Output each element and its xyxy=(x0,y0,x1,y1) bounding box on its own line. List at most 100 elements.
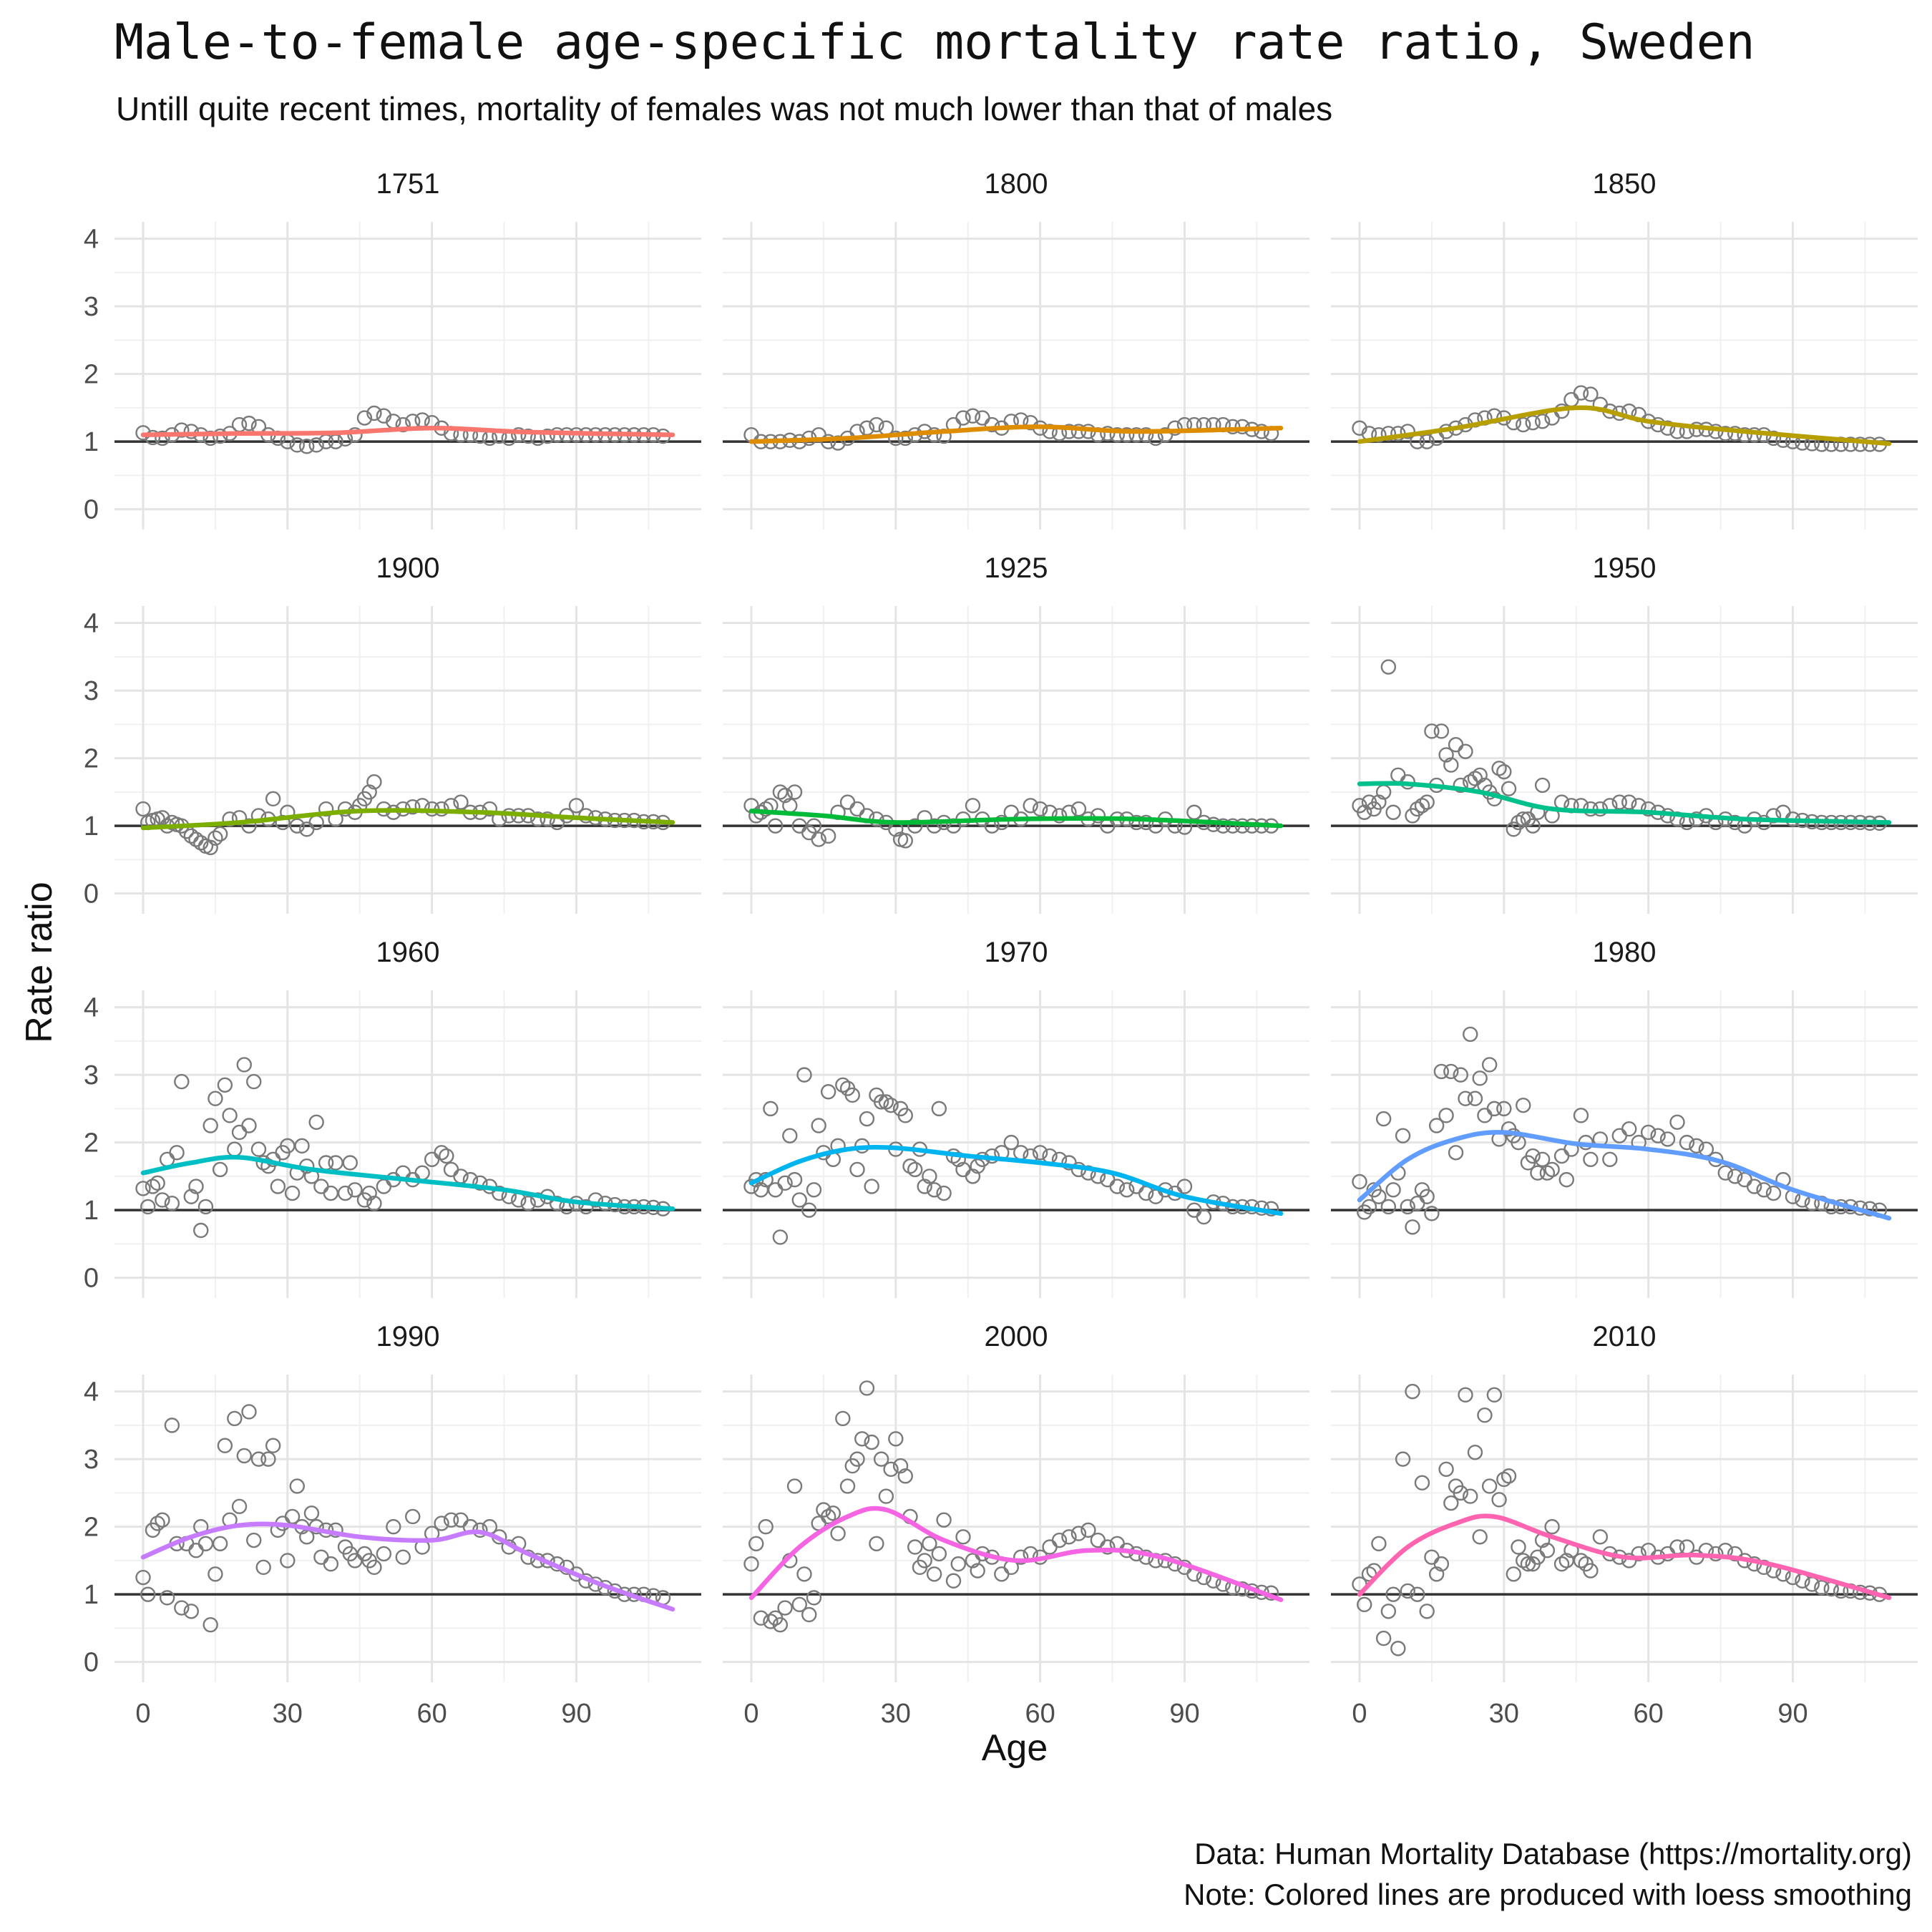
data-point xyxy=(1669,1114,1685,1130)
data-point xyxy=(907,1161,923,1178)
data-point xyxy=(1448,737,1464,753)
data-point xyxy=(1765,1185,1782,1201)
facet-panel-1950: 1950 xyxy=(1331,552,1918,914)
data-point xyxy=(472,1175,488,1191)
facet-strip-label: 1950 xyxy=(1593,552,1657,584)
facet-panel-1900: 1900 0 1 2 3 4 xyxy=(84,552,701,914)
data-point xyxy=(1534,414,1551,429)
loess-smooth-line xyxy=(140,425,675,437)
data-point xyxy=(434,1516,449,1531)
data-point xyxy=(1167,420,1183,436)
data-point xyxy=(1679,1134,1695,1151)
data-point xyxy=(1100,1539,1116,1555)
y-axis-title: Rate ratio xyxy=(19,882,60,1043)
data-point xyxy=(222,1108,238,1123)
data-point xyxy=(1621,1121,1637,1137)
data-point xyxy=(1472,767,1488,783)
facet-panel-1970: 1970 xyxy=(723,937,1309,1298)
data-point xyxy=(1371,794,1387,810)
facet-strip-label: 1990 xyxy=(376,1321,440,1352)
data-point xyxy=(275,814,291,831)
data-point xyxy=(443,1161,459,1178)
data-point xyxy=(1689,811,1704,827)
data-point xyxy=(313,1179,329,1194)
y-tick-label: 1 xyxy=(84,1196,99,1226)
data-point xyxy=(1433,1556,1450,1572)
data-point xyxy=(188,831,204,847)
data-point xyxy=(1443,757,1459,773)
data-point xyxy=(835,1410,851,1427)
y-tick-label: 3 xyxy=(84,292,99,322)
facet-panel-1980: 1980 xyxy=(1331,937,1918,1298)
data-point xyxy=(965,798,981,814)
data-point xyxy=(926,1182,942,1198)
data-point xyxy=(1395,1451,1411,1467)
data-point xyxy=(265,791,281,807)
data-point xyxy=(376,1179,392,1194)
data-point xyxy=(241,1404,257,1420)
data-point xyxy=(1737,1171,1752,1188)
data-point xyxy=(1109,1179,1125,1194)
data-point xyxy=(241,818,257,834)
data-point xyxy=(361,1185,377,1201)
data-point xyxy=(1380,426,1397,441)
data-point xyxy=(945,1573,962,1589)
data-point xyxy=(323,1185,339,1201)
facet-panel-1990: 1990 0 1 2 3 4 0 30 60 90 xyxy=(84,1321,701,1729)
data-point xyxy=(395,1549,411,1565)
data-point xyxy=(265,1438,281,1453)
data-point xyxy=(1361,1199,1377,1215)
x-tick-label: 30 xyxy=(273,1699,303,1729)
data-point xyxy=(1405,1219,1420,1235)
data-point xyxy=(777,1600,793,1616)
data-point xyxy=(1472,1070,1488,1086)
y-tick-label: 2 xyxy=(84,360,99,390)
facet-panel-1925: 1925 xyxy=(723,552,1309,914)
data-point xyxy=(1525,818,1541,834)
data-point xyxy=(897,833,913,849)
data-point xyxy=(897,1108,913,1123)
data-point xyxy=(174,1073,190,1090)
data-point xyxy=(1583,1151,1599,1167)
data-point xyxy=(1491,761,1507,776)
data-point xyxy=(188,1543,204,1558)
data-point xyxy=(1090,1532,1106,1548)
data-point xyxy=(849,801,865,817)
data-point xyxy=(1756,1182,1772,1198)
data-point xyxy=(786,1478,803,1494)
data-point xyxy=(878,1488,894,1504)
data-point xyxy=(1496,1101,1512,1117)
data-point xyxy=(1424,723,1440,739)
y-tick-label: 3 xyxy=(84,1060,99,1091)
data-point xyxy=(1433,723,1450,739)
x-tick-label: 30 xyxy=(881,1699,911,1729)
data-point xyxy=(140,1199,156,1215)
data-point xyxy=(786,1171,803,1188)
data-point xyxy=(414,412,430,428)
data-point xyxy=(1458,1387,1473,1403)
data-point xyxy=(782,1128,798,1143)
data-point xyxy=(1611,1128,1627,1143)
data-point xyxy=(492,1185,507,1201)
data-point xyxy=(1196,1209,1212,1225)
data-point xyxy=(1380,1199,1397,1215)
data-point xyxy=(873,1094,889,1110)
data-point xyxy=(227,1141,243,1157)
data-point xyxy=(540,428,555,444)
data-point xyxy=(1852,436,1868,452)
data-point xyxy=(1516,416,1531,433)
data-point xyxy=(1611,794,1627,810)
data-point xyxy=(1357,804,1372,820)
data-point xyxy=(342,1155,358,1171)
data-point xyxy=(135,1181,151,1196)
facet-strip-label: 1800 xyxy=(985,168,1048,200)
data-point xyxy=(1023,798,1038,814)
data-point xyxy=(1573,1553,1589,1568)
y-tick-label: 0 xyxy=(84,879,99,909)
facet-strip-label: 1850 xyxy=(1593,168,1657,200)
data-point xyxy=(313,1549,329,1565)
data-point xyxy=(1371,1189,1387,1204)
data-point xyxy=(763,1614,779,1629)
facet-strip-label: 1900 xyxy=(376,552,440,584)
